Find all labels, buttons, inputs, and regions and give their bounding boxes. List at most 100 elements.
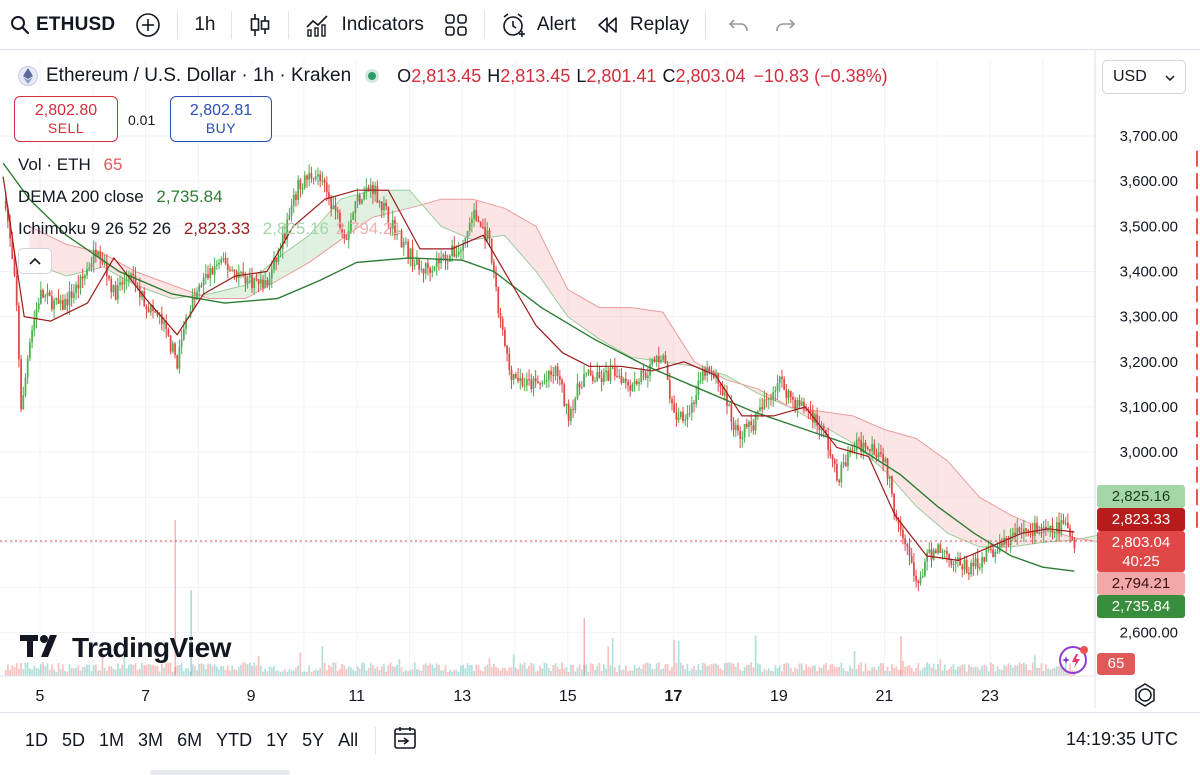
- collapse-legend-button[interactable]: [18, 248, 52, 274]
- volume-bar: [651, 669, 654, 676]
- price-chart[interactable]: 3,700.00 3,600.00 3,500.00 3,400.00 3,300.00…: [0, 50, 1200, 712]
- clock[interactable]: 14:19:35 UTC: [1065, 729, 1178, 749]
- candle-body: [853, 450, 856, 452]
- candle-body: [310, 173, 313, 179]
- volume-bar: [576, 667, 579, 676]
- candle-body: [59, 300, 62, 304]
- candle-body: [198, 285, 201, 292]
- range-button-5d[interactable]: 5D: [62, 730, 86, 750]
- indicators-button[interactable]: Indicators: [295, 0, 433, 50]
- ai-assistant-button[interactable]: [1052, 643, 1092, 682]
- ichimoku-cloud: [29, 189, 1117, 548]
- date-range-picker-button[interactable]: [392, 725, 418, 756]
- candle: [435, 251, 438, 276]
- volume-bar: [939, 659, 942, 676]
- candle: [930, 542, 933, 568]
- candle-body: [48, 292, 51, 297]
- candle: [40, 281, 42, 305]
- axis-settings-icon: [1138, 688, 1152, 702]
- candle-body: [332, 205, 335, 209]
- candle: [508, 347, 511, 376]
- volume-bar: [809, 667, 812, 676]
- candle-body: [605, 370, 607, 373]
- buy-button[interactable]: 2,802.81 BUY: [170, 96, 272, 142]
- redo-button[interactable]: [766, 0, 804, 50]
- replay-button[interactable]: Replay: [586, 0, 699, 50]
- volume-bar: [431, 664, 434, 676]
- candle-body: [836, 464, 838, 481]
- candle-body: [70, 291, 73, 298]
- alert-button[interactable]: Alert: [491, 0, 586, 50]
- candle: [847, 445, 849, 471]
- indicator-lines: [0, 162, 1095, 572]
- candle: [602, 368, 605, 386]
- candle: [90, 256, 93, 272]
- candle: [818, 415, 821, 440]
- volume-bar: [774, 665, 777, 676]
- range-button-5y[interactable]: 5Y: [302, 730, 325, 750]
- symbol-search[interactable]: ETHUSD: [0, 0, 125, 50]
- candle: [123, 272, 126, 294]
- layouts-button[interactable]: [434, 0, 478, 50]
- volume-spike: [190, 590, 192, 676]
- price-axis-label: 2,600.00: [1120, 625, 1178, 642]
- range-button-1y[interactable]: 1Y: [266, 730, 289, 750]
- range-button-1d[interactable]: 1D: [25, 730, 49, 750]
- ichimoku-legend[interactable]: Ichimoku 9 26 52 26 2,823.33 2,825.16 2,…: [18, 219, 402, 239]
- range-button-1m[interactable]: 1M: [99, 730, 125, 750]
- candle: [772, 386, 775, 407]
- currency-select[interactable]: USD: [1102, 60, 1186, 94]
- sell-price: 2,802.80: [34, 101, 98, 119]
- range-button-3m[interactable]: 3M: [138, 730, 164, 750]
- volume-bar: [668, 670, 671, 676]
- candle: [910, 548, 913, 564]
- volume-bar: [833, 666, 836, 676]
- candle: [651, 357, 654, 368]
- volume-bar: [787, 663, 790, 676]
- volume-legend[interactable]: Vol · ETH 65: [18, 155, 122, 175]
- candle-body: [787, 390, 790, 399]
- horizontal-scrollbar[interactable]: [150, 770, 290, 775]
- time-axis-label: 15: [559, 688, 577, 705]
- volume-bar: [800, 663, 803, 676]
- compare-button[interactable]: [125, 0, 171, 50]
- volume-bar: [717, 665, 720, 676]
- volume-bar: [737, 662, 739, 676]
- candle-body: [1040, 532, 1043, 534]
- volume-bar: [671, 667, 673, 676]
- interval-button[interactable]: 1h: [194, 13, 216, 35]
- range-button-all[interactable]: All: [338, 730, 359, 750]
- chart-type-button[interactable]: [238, 0, 282, 50]
- volume-bar: [596, 665, 599, 676]
- volume-bar: [367, 667, 370, 676]
- volume-bar: [976, 667, 979, 676]
- volume-bar: [539, 665, 541, 676]
- candle-body: [515, 374, 517, 378]
- candle: [460, 246, 462, 261]
- volume-bar: [532, 663, 535, 676]
- candle: [420, 260, 423, 273]
- candle: [600, 369, 603, 392]
- toolbar-divider: [177, 10, 179, 39]
- candle: [176, 354, 179, 370]
- range-button-6m[interactable]: 6M: [177, 730, 203, 750]
- volume-bar: [770, 670, 772, 676]
- volume-bar: [363, 662, 366, 676]
- candle-body: [774, 390, 777, 393]
- volume-bar: [145, 665, 148, 676]
- sell-button[interactable]: 2,802.80 SELL: [14, 96, 118, 142]
- conversion-price-tag: 2,823.33: [1097, 508, 1185, 531]
- candle: [728, 403, 731, 407]
- candle-body: [275, 257, 278, 262]
- undo-button[interactable]: [712, 0, 766, 50]
- volume-bar: [209, 663, 212, 676]
- tradingview-logo[interactable]: TradingView: [20, 632, 231, 664]
- dema-legend[interactable]: DEMA 200 close 2,735.84: [18, 187, 223, 207]
- price-axis-marker: [1196, 218, 1198, 235]
- candle: [451, 239, 453, 263]
- volume-spike: [583, 618, 586, 676]
- volume-bar: [1049, 669, 1052, 676]
- span-a-price-tag: 2,825.16: [1097, 485, 1185, 508]
- volume-bar: [875, 669, 878, 676]
- range-button-ytd[interactable]: YTD: [216, 730, 253, 750]
